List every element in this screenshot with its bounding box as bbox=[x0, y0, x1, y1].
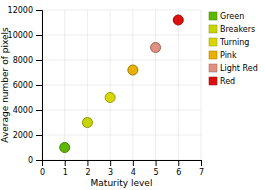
legend-label: Red bbox=[220, 77, 235, 86]
legend-swatch bbox=[209, 38, 217, 46]
tick-label: 2 bbox=[85, 168, 90, 177]
legend-item: Red bbox=[209, 77, 235, 86]
legend-label: Breakers bbox=[220, 25, 255, 34]
tick-mark bbox=[178, 160, 179, 166]
tick-label: 1 bbox=[63, 168, 68, 177]
tick-label: 6 bbox=[176, 168, 181, 177]
tick: 0 bbox=[40, 160, 45, 177]
legend-swatch bbox=[209, 77, 217, 85]
tick-mark bbox=[156, 160, 157, 166]
legend-item: Pink bbox=[209, 51, 237, 60]
tick: 3 bbox=[108, 160, 113, 177]
tick: 2 bbox=[85, 160, 90, 177]
legend-label: Light Red bbox=[220, 64, 258, 73]
tick-label: 2000 bbox=[13, 131, 33, 140]
point bbox=[128, 65, 138, 75]
chart: 0 1 2 3 4 5 6 7 0 2000 4000 6000 8000 10000 12000 Matur… bbox=[0, 0, 265, 190]
tick-label: 10000 bbox=[8, 31, 33, 40]
tick: 10000 bbox=[8, 31, 42, 40]
tick: 4000 bbox=[13, 106, 42, 115]
x-axis-title: Maturity level bbox=[91, 178, 153, 188]
point bbox=[60, 143, 70, 153]
tick-mark bbox=[36, 60, 42, 61]
tick-label: 4000 bbox=[13, 106, 33, 115]
legend-swatch bbox=[209, 25, 217, 33]
legend-label: Pink bbox=[220, 51, 237, 60]
legend-item: Turning bbox=[209, 38, 249, 47]
tick: 0 bbox=[28, 156, 42, 165]
legend-label: Turning bbox=[219, 38, 249, 47]
tick: 5 bbox=[154, 160, 159, 177]
grid-line bbox=[42, 110, 201, 111]
axis-line bbox=[36, 11, 43, 161]
tick-label: 0 bbox=[40, 168, 45, 177]
grid-line bbox=[42, 135, 201, 136]
tick: 6 bbox=[176, 160, 181, 177]
points bbox=[60, 15, 184, 153]
point bbox=[105, 93, 115, 103]
point bbox=[151, 43, 161, 53]
tick-label: 8000 bbox=[13, 56, 33, 65]
tick: 4 bbox=[131, 160, 136, 177]
point bbox=[82, 118, 92, 128]
tick: 1 bbox=[63, 160, 68, 177]
x-axis: 0 1 2 3 4 5 6 7 bbox=[40, 160, 204, 177]
legend-swatch bbox=[209, 64, 217, 72]
legend-item: Light Red bbox=[209, 64, 258, 73]
tick-mark bbox=[65, 160, 66, 166]
plot: 0 1 2 3 4 5 6 7 0 2000 4000 6000 8000 10000 12000 Matur… bbox=[0, 6, 204, 188]
tick-mark bbox=[36, 135, 42, 136]
legend-swatch bbox=[209, 12, 217, 20]
tick-mark bbox=[201, 160, 202, 166]
y-axis-title: Average number of pixels bbox=[0, 27, 10, 143]
tick-mark bbox=[36, 85, 42, 86]
point bbox=[173, 15, 183, 25]
legend-label: Green bbox=[220, 12, 244, 21]
tick-label: 0 bbox=[28, 156, 33, 165]
tick: 7 bbox=[199, 160, 204, 177]
tick-label: 5 bbox=[154, 168, 159, 177]
y-axis: 0 2000 4000 6000 8000 10000 12000 bbox=[8, 6, 43, 165]
legend-item: Green bbox=[209, 12, 244, 21]
tick-label: 12000 bbox=[8, 6, 33, 15]
tick-label: 4 bbox=[131, 168, 136, 177]
legend: Green Breakers Turning Pink Light Red Red bbox=[209, 12, 258, 86]
legend-item: Breakers bbox=[209, 25, 255, 34]
tick-mark bbox=[36, 160, 42, 161]
tick-label: 6000 bbox=[13, 81, 33, 90]
tick-mark bbox=[36, 10, 42, 11]
grid-line bbox=[42, 10, 201, 11]
tick-mark bbox=[36, 110, 42, 111]
legend-swatch bbox=[209, 51, 217, 59]
tick-mark bbox=[110, 160, 111, 166]
grid-line bbox=[42, 85, 201, 86]
grid-line bbox=[42, 35, 201, 36]
axis-line bbox=[43, 161, 202, 167]
tick-mark bbox=[36, 35, 42, 36]
tick: 6000 bbox=[13, 81, 42, 90]
tick-label: 7 bbox=[199, 168, 204, 177]
tick-mark bbox=[87, 160, 88, 166]
tick: 8000 bbox=[13, 56, 42, 65]
grid bbox=[42, 10, 201, 160]
tick-mark bbox=[133, 160, 134, 166]
tick-label: 3 bbox=[108, 168, 113, 177]
grid-line bbox=[42, 60, 201, 61]
tick: 2000 bbox=[13, 131, 42, 140]
tick: 12000 bbox=[8, 6, 42, 15]
